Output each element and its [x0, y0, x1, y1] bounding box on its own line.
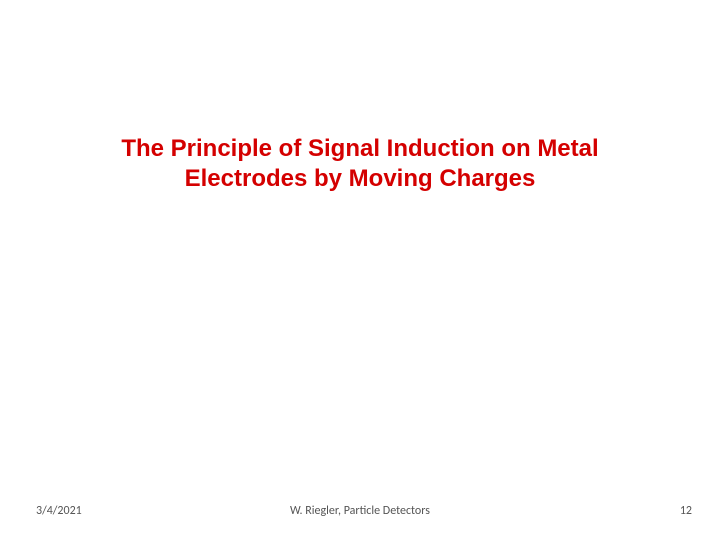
slide: The Principle of Signal Induction on Met…	[0, 0, 720, 540]
slide-footer: 3/4/2021 W. Riegler, Particle Detectors …	[0, 504, 720, 518]
footer-date: 3/4/2021	[36, 504, 82, 518]
footer-author: W. Riegler, Particle Detectors	[290, 504, 430, 518]
footer-page-number: 12	[680, 504, 692, 518]
slide-title: The Principle of Signal Induction on Met…	[0, 134, 720, 194]
